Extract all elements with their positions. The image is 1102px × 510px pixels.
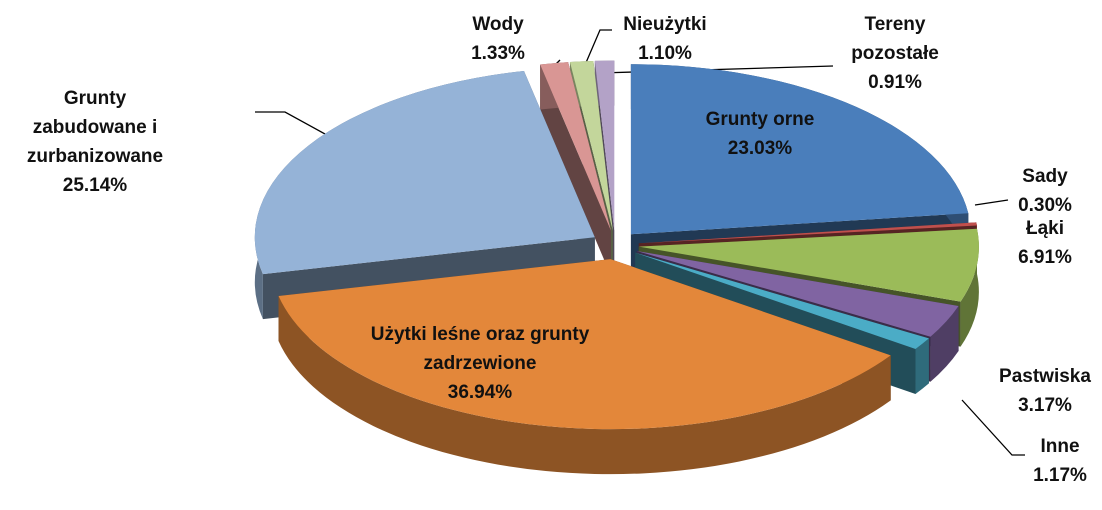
slice-top [630, 64, 969, 235]
category-label: Wody [472, 14, 524, 35]
slice-top [278, 259, 891, 430]
data-label: Pastwiska 3.17% [990, 362, 1100, 420]
slice-top [594, 60, 615, 231]
data-label: Sady 0.30% [1005, 162, 1085, 220]
category-label: Użytki leśne oraz grunty zadrzewione [370, 324, 590, 374]
slice-top [638, 222, 977, 244]
value-label: 6.91% [1018, 247, 1072, 268]
slice-top [254, 70, 595, 275]
pie-slice [278, 259, 891, 475]
leader-line [974, 199, 1009, 206]
slice-wall [540, 64, 611, 276]
category-label: Sady [1022, 166, 1068, 187]
slice-top [569, 60, 613, 231]
value-label: 25.14% [62, 175, 128, 196]
value-label: 23.03% [727, 138, 793, 159]
data-label: Nieużytki 1.10% [610, 10, 720, 68]
data-label: Tereny pozostałe 0.91% [840, 10, 950, 97]
data-label: Użytki leśne oraz grunty zadrzewione 36.9… [365, 320, 595, 407]
slice-side [915, 338, 929, 394]
category-label: Łąki [1025, 218, 1065, 239]
data-label: Wody 1.33% [458, 10, 538, 68]
slice-top [635, 252, 929, 349]
slice-side [930, 305, 959, 382]
category-label: Grunty orne [705, 109, 815, 130]
leader-line [581, 29, 612, 73]
slice-top [638, 228, 979, 302]
value-label: 1.33% [471, 43, 525, 64]
data-label: Grunty orne 23.03% [680, 105, 840, 163]
slice-top [540, 62, 611, 231]
category-label: Inne [1040, 436, 1080, 457]
pie-slice [540, 62, 611, 276]
data-label: Grunty zabudowane i zurbanizowane 25.14% [6, 84, 184, 200]
slice-top [636, 250, 959, 337]
value-label: 1.17% [1033, 465, 1087, 486]
category-label: Tereny pozostałe [851, 14, 939, 64]
value-label: 36.94% [447, 382, 513, 403]
slice-side [278, 296, 891, 475]
category-label: Grunty zabudowane i zurbanizowane [26, 88, 164, 167]
data-label: Łąki 6.91% [1005, 214, 1085, 272]
value-label: 3.17% [1018, 395, 1072, 416]
category-label: Pastwiska [999, 366, 1091, 387]
leader-line [961, 399, 1025, 456]
slice-side [960, 228, 979, 347]
data-label: Inne 1.17% [1020, 432, 1100, 490]
value-label: 0.91% [868, 72, 922, 93]
category-label: Nieużytki [623, 14, 707, 35]
value-label: 0.30% [1018, 195, 1072, 216]
value-label: 1.10% [638, 43, 692, 64]
